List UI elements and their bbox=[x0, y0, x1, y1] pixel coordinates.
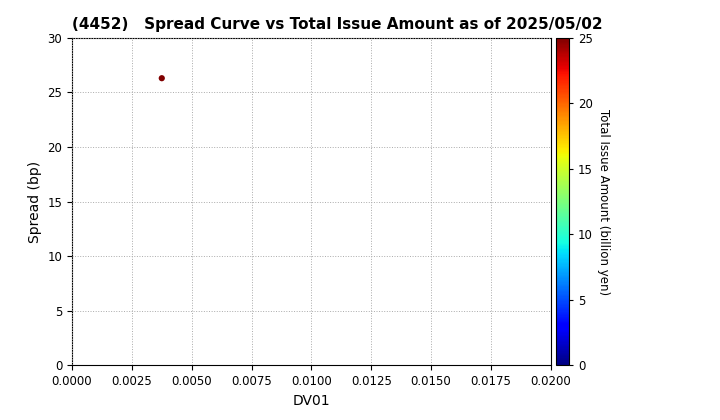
Y-axis label: Total Issue Amount (billion yen): Total Issue Amount (billion yen) bbox=[596, 108, 610, 295]
Y-axis label: Spread (bp): Spread (bp) bbox=[28, 160, 42, 243]
X-axis label: DV01: DV01 bbox=[292, 394, 330, 408]
Text: (4452)   Spread Curve vs Total Issue Amount as of 2025/05/02: (4452) Spread Curve vs Total Issue Amoun… bbox=[72, 18, 603, 32]
Point bbox=[156, 75, 168, 81]
